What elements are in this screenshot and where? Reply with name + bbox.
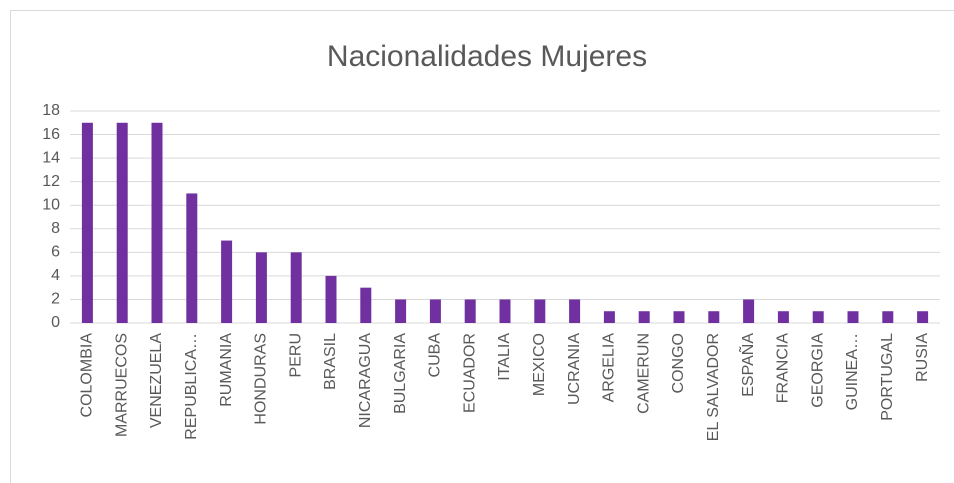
x-tick-label: MEXICO xyxy=(531,333,548,396)
bar xyxy=(81,122,93,324)
x-tick-label: ARGELIA xyxy=(601,333,618,403)
bar xyxy=(638,311,650,323)
y-tick-label: 12 xyxy=(42,173,60,190)
y-tick-label: 6 xyxy=(51,244,60,261)
x-tick-label: MARRUECOS xyxy=(113,333,130,437)
bar xyxy=(290,252,302,323)
x-tick-label: BRASIL xyxy=(322,333,339,390)
x-tick-label: COLOMBIA xyxy=(79,333,96,418)
bar xyxy=(777,311,789,323)
bar xyxy=(186,193,198,323)
y-tick-label: 2 xyxy=(51,291,60,308)
y-tick-label: 4 xyxy=(51,267,60,284)
x-tick-label: RUSIA xyxy=(914,333,931,382)
bar xyxy=(534,299,546,323)
chart-frame xyxy=(10,10,954,483)
bar xyxy=(116,122,128,324)
x-tick-label: CAMERUN xyxy=(635,333,652,414)
y-tick-label: 8 xyxy=(51,220,60,237)
x-tick-label: PORTUGAL xyxy=(879,333,896,421)
x-tick-label: UCRANIA xyxy=(566,333,583,405)
x-tick-label: RUMANIA xyxy=(218,333,235,407)
bar xyxy=(812,311,824,323)
x-tick-label: REPUBLICA… xyxy=(183,333,200,440)
x-tick-label: HONDURAS xyxy=(253,333,270,425)
x-tick-label: CUBA xyxy=(427,333,444,378)
bar xyxy=(882,311,894,323)
bar xyxy=(151,122,163,324)
bar xyxy=(743,299,755,323)
x-tick-label: ECUADOR xyxy=(461,333,478,413)
x-tick-label: PERU xyxy=(287,333,304,377)
y-tick-label: 16 xyxy=(42,126,60,143)
bar xyxy=(708,311,720,323)
bar xyxy=(673,311,685,323)
bar xyxy=(255,252,267,323)
bar xyxy=(325,275,337,323)
x-tick-label: GEORGIA xyxy=(809,333,826,408)
y-tick-label: 18 xyxy=(42,102,60,119)
bar xyxy=(464,299,476,323)
bar xyxy=(603,311,615,323)
bar xyxy=(499,299,511,323)
x-tick-label: EL SALVADOR xyxy=(705,333,722,441)
x-tick-label: FRANCIA xyxy=(775,333,792,404)
chart-title: Nacionalidades Mujeres xyxy=(327,40,647,73)
y-tick-label: 10 xyxy=(42,196,60,213)
bar xyxy=(360,287,372,323)
bar xyxy=(221,240,233,323)
x-tick-label: BULGARIA xyxy=(392,333,409,414)
x-tick-label: GUINEA… xyxy=(844,333,861,410)
y-tick-label: 0 xyxy=(51,314,60,331)
bar xyxy=(569,299,581,323)
x-tick-label: NICARAGUA xyxy=(357,333,374,428)
bar xyxy=(395,299,407,323)
bar xyxy=(917,311,929,323)
x-tick-label: ITALIA xyxy=(496,333,513,381)
x-tick-label: ESPAÑA xyxy=(737,333,757,397)
y-tick-label: 14 xyxy=(42,149,60,166)
x-tick-label: CONGO xyxy=(670,333,687,393)
bar xyxy=(429,299,441,323)
x-tick-label: VENEZUELA xyxy=(148,333,165,428)
bar xyxy=(847,311,859,323)
